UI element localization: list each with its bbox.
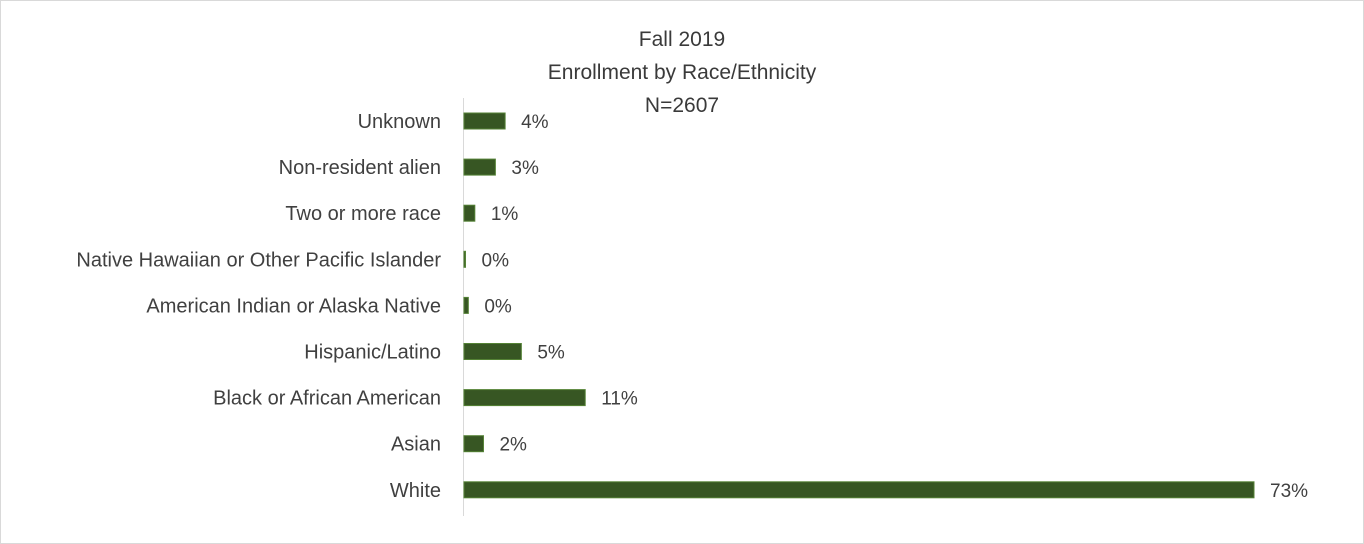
chart-title-line-2: Enrollment by Race/Ethnicity	[547, 61, 817, 84]
data-label: 1%	[491, 204, 519, 225]
data-label: 5%	[537, 343, 565, 364]
category-label: White	[390, 480, 441, 502]
bar	[463, 296, 469, 314]
data-label: 4%	[521, 112, 549, 133]
chart-title-line-3: N=2607	[644, 94, 720, 117]
category-label: Black or African American	[213, 388, 441, 410]
data-label: 0%	[484, 296, 512, 317]
category-label: Asian	[391, 434, 441, 456]
category-label: Hispanic/Latino	[304, 342, 441, 364]
data-label: 0%	[482, 250, 510, 271]
category-label: Unknown	[358, 111, 441, 133]
category-label: Two or more race	[285, 203, 441, 225]
category-label: Non-resident alien	[279, 157, 441, 179]
bar	[463, 250, 466, 268]
bar	[463, 389, 586, 407]
category-label: American Indian or Alaska Native	[146, 295, 441, 317]
bar	[463, 435, 484, 453]
category-label: Native Hawaiian or Other Pacific Islande…	[76, 249, 441, 271]
bar	[463, 158, 496, 176]
bar	[463, 343, 522, 360]
data-label: 3%	[511, 158, 539, 179]
bar	[463, 204, 476, 222]
bar	[463, 481, 1255, 499]
chart-title-line-1: Fall 2019	[638, 28, 726, 51]
data-label: 73%	[1270, 481, 1308, 502]
data-label: 2%	[499, 435, 527, 456]
bar	[463, 112, 506, 130]
data-label: 11%	[601, 389, 638, 410]
